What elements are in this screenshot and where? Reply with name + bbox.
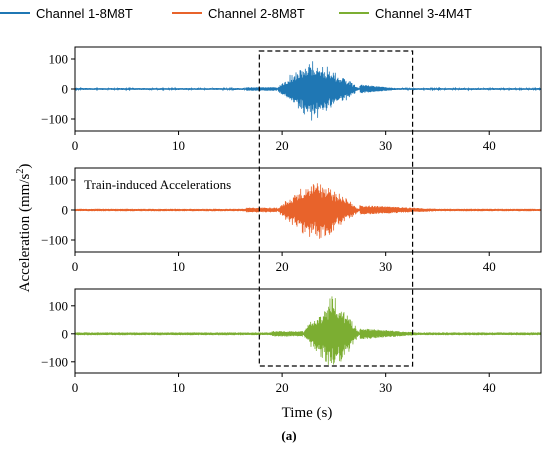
legend-entry-channel-3: Channel 3-4M4T	[339, 6, 472, 21]
panel-2: 100 0 −100 0 10 20 30 40	[41, 167, 542, 274]
x-tick-label: 30	[379, 380, 392, 395]
y-axis-label-text: Acceleration (mm/s	[17, 173, 33, 292]
y-axis-label-close: )	[17, 164, 33, 169]
series-line-channel-3	[74, 296, 542, 365]
legend-label-channel-1: Channel 1-8M8T	[36, 6, 133, 21]
x-tick-label: 40	[483, 380, 496, 395]
highlight-window-box	[258, 50, 414, 367]
x-tick-label: 40	[483, 259, 496, 274]
x-tick-label: 0	[72, 380, 79, 395]
y-tick-label: 100	[49, 173, 69, 188]
y-axis-label: Acceleration (mm/s2)	[15, 164, 33, 293]
x-tick-label: 30	[379, 138, 392, 153]
x-tick-label: 40	[483, 138, 496, 153]
x-tick-label: 20	[276, 380, 289, 395]
legend-entry-channel-1: Channel 1-8M8T	[0, 6, 133, 21]
x-tick-label: 20	[276, 138, 289, 153]
panel-frame-3	[74, 288, 542, 374]
series-line-channel-2	[74, 183, 542, 239]
y-tick-label: 100	[49, 298, 69, 313]
y-tick-label: 0	[62, 326, 69, 341]
x-tick-label: 0	[72, 259, 79, 274]
y-tick-label: −100	[41, 354, 68, 369]
legend-label-channel-2: Channel 2-8M8T	[208, 6, 305, 21]
x-tick-label: 10	[172, 380, 185, 395]
x-tick-label: 10	[172, 259, 185, 274]
y-tick-label: −100	[41, 112, 68, 127]
x-tick-label: 30	[379, 259, 392, 274]
legend-label-channel-3: Channel 3-4M4T	[375, 6, 472, 21]
series-line-channel-1	[74, 61, 542, 121]
x-tick-label: 20	[276, 259, 289, 274]
y-tick-label: 0	[62, 82, 69, 97]
y-axis-label-exponent: 2	[15, 169, 26, 174]
x-tick-label: 10	[172, 138, 185, 153]
panel-1: 100 0 −100 0 10 20 30 40	[41, 46, 542, 153]
panel-3: 100 0 −100 0 10 20 30 40	[41, 288, 542, 395]
y-tick-label: 0	[62, 203, 69, 218]
legend: Channel 1-8M8T Channel 2-8M8T Channel 3-…	[0, 6, 472, 21]
figure-caption: (a)	[281, 428, 296, 443]
y-tick-label: −100	[41, 233, 68, 248]
y-tick-label: 100	[49, 52, 69, 67]
legend-entry-channel-2: Channel 2-8M8T	[172, 6, 305, 21]
x-axis-label: Time (s)	[282, 405, 333, 421]
annotation-text: Train-induced Accelerations	[84, 177, 231, 192]
x-tick-label: 0	[72, 138, 79, 153]
